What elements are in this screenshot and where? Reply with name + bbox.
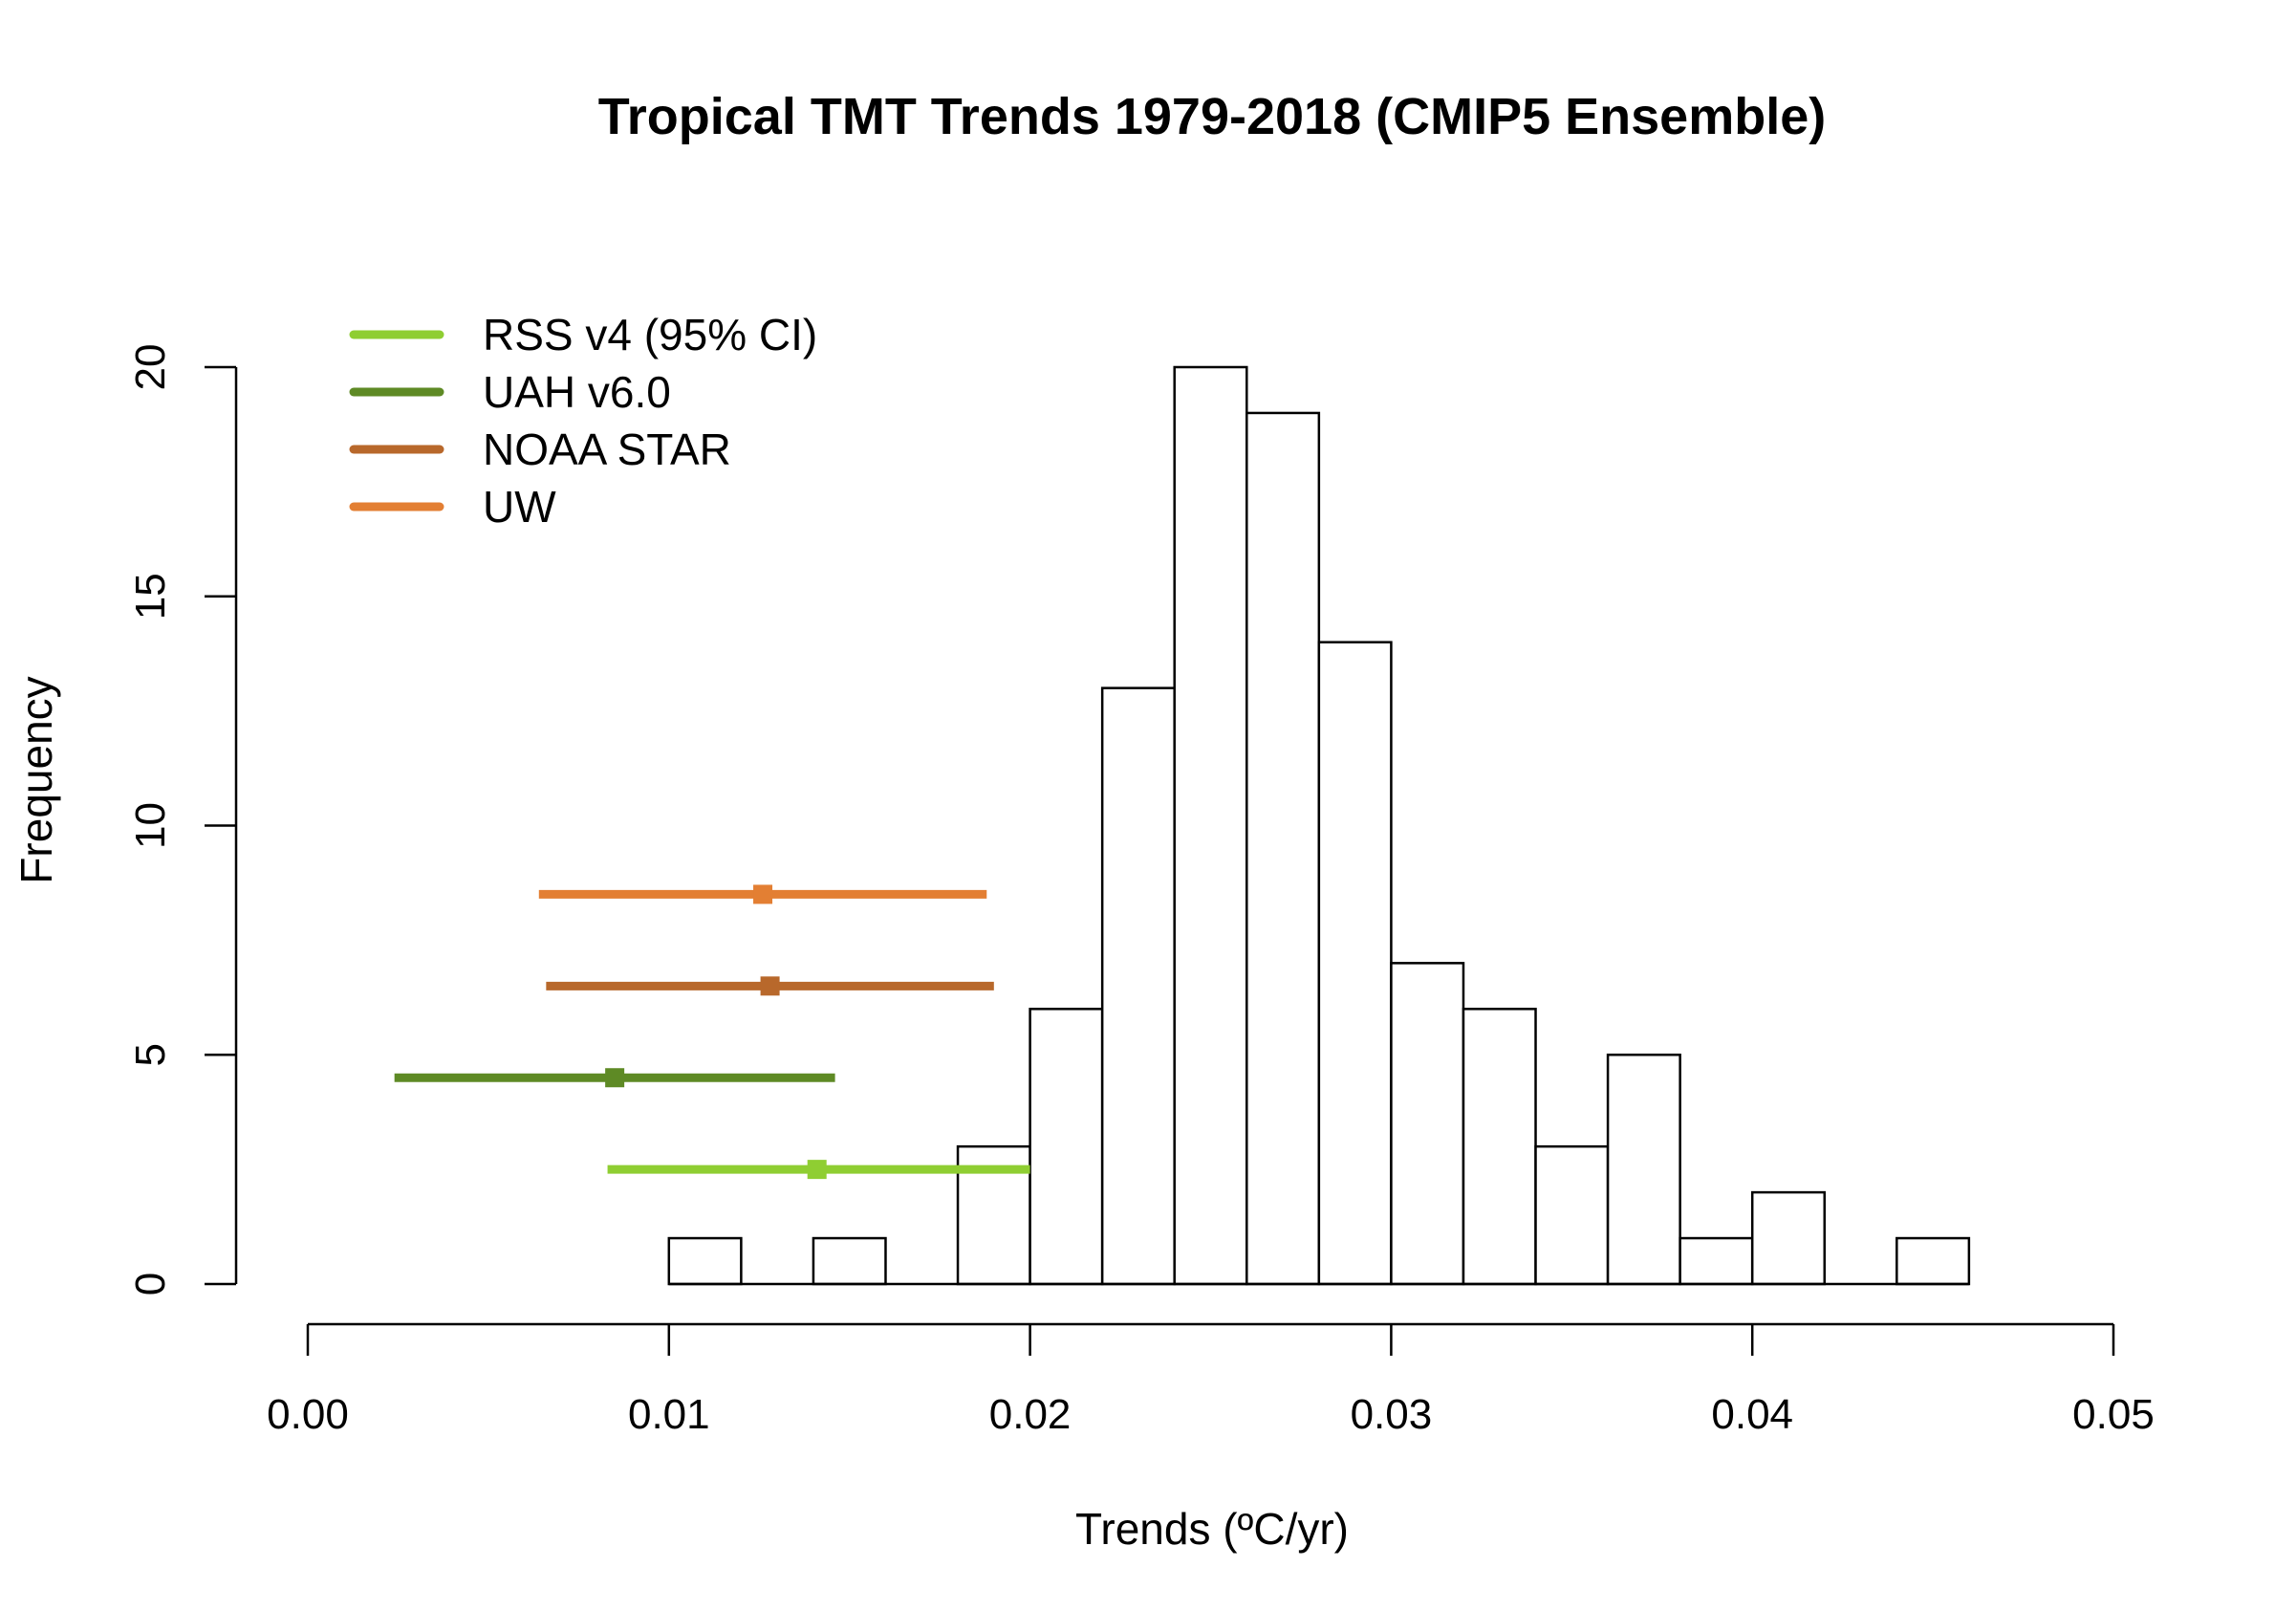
x-tick-label: 0.02 (989, 1391, 1072, 1438)
histogram-bar (1317, 641, 1393, 1286)
x-tick-label: 0.04 (1711, 1391, 1793, 1438)
histogram-bar (1534, 1144, 1610, 1286)
histogram-bar (1173, 365, 1248, 1286)
x-tick-label: 0.03 (1351, 1391, 1433, 1438)
y-axis-label: Frequency (11, 676, 61, 883)
x-axis-label: Trends (ºC/yr) (1075, 1504, 1349, 1554)
y-tick-label: 5 (127, 1043, 174, 1066)
histogram-bar (1679, 1236, 1754, 1286)
y-tick-label: 20 (127, 344, 174, 391)
legend-label: UW (483, 482, 556, 532)
histogram-bar (1606, 1054, 1681, 1286)
legend-label: RSS v4 (95% CI) (483, 310, 817, 359)
error-bar-center-marker (605, 1068, 625, 1088)
legend-label: NOAA STAR (483, 425, 731, 474)
error-bar-center-marker (807, 1160, 827, 1180)
x-tick-label: 0.05 (2072, 1391, 2155, 1438)
x-axis: 0.00 0.01 0.02 0.03 0.04 0.05 (267, 1322, 2155, 1438)
histogram-bar (667, 1236, 743, 1286)
histogram-bar (1245, 411, 1321, 1286)
histogram-bars (667, 365, 1971, 1286)
x-tick-label: 0.01 (628, 1391, 710, 1438)
y-axis: 0 5 10 15 20 (127, 344, 238, 1295)
x-tick-label: 0.00 (267, 1391, 349, 1438)
histogram-bar (1390, 962, 1465, 1286)
y-tick-label: 15 (127, 573, 174, 620)
error-bar-center-marker (760, 976, 780, 996)
histogram-bar (1895, 1236, 1971, 1286)
histogram-bar (1029, 1008, 1104, 1286)
histogram-bar (1100, 686, 1176, 1286)
histogram-bar (1462, 1008, 1537, 1286)
histogram-bar (812, 1236, 887, 1286)
y-tick-label: 0 (127, 1273, 174, 1295)
chart-title: Tropical TMT Trends 1979-2018 (CMIP5 Ens… (598, 88, 1826, 145)
histogram-bar (1750, 1190, 1827, 1286)
legend: RSS v4 (95% CI) UAH v6.0 NOAA STAR UW (349, 310, 817, 532)
y-tick-label: 10 (127, 802, 174, 849)
legend-label: UAH v6.0 (483, 367, 671, 417)
error-bar-center-marker (753, 884, 773, 904)
error-bars (394, 884, 1030, 1180)
